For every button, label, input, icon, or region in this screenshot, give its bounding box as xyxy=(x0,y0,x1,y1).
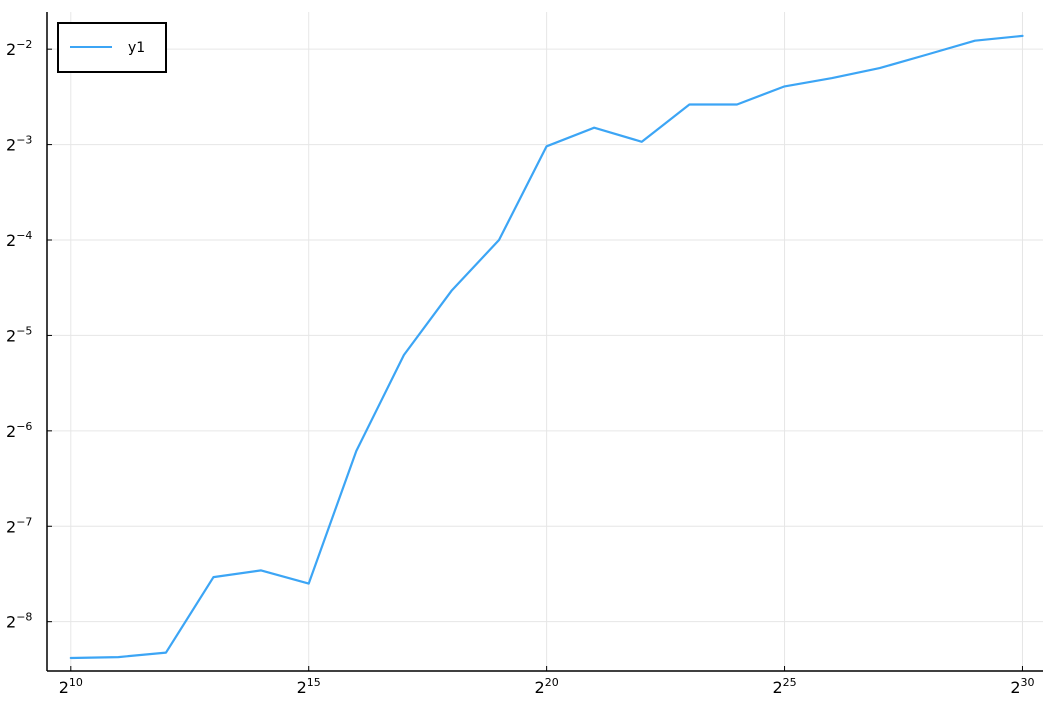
x-tick-label: 225 xyxy=(772,676,796,697)
grid xyxy=(47,12,1043,671)
legend-label-y1: y1 xyxy=(128,40,145,56)
x-tick-label: 230 xyxy=(1010,676,1034,697)
legend: y1 xyxy=(57,22,167,73)
y-tick-label: 2−2 xyxy=(6,38,32,59)
y-tick-labels: 2−2 2−3 2−4 2−5 2−6 2−7 2−8 xyxy=(6,38,52,632)
series-line-y1 xyxy=(69,34,1024,660)
y-tick-label: 2−8 xyxy=(6,611,32,632)
axes xyxy=(46,12,1043,672)
y-tick-label: 2−5 xyxy=(6,324,32,345)
y-tick-label: 2−3 xyxy=(6,134,32,155)
x-tick-labels: 210 215 220 225 230 xyxy=(59,666,1035,697)
y-tick-label: 2−6 xyxy=(6,420,32,441)
series-group xyxy=(69,34,1024,660)
x-tick-label: 210 xyxy=(59,676,83,697)
x-tick-label: 215 xyxy=(297,676,321,697)
x-tick-label: 220 xyxy=(535,676,559,697)
y-tick-label: 2−7 xyxy=(6,515,32,536)
y-tick-label: 2−4 xyxy=(6,229,32,250)
